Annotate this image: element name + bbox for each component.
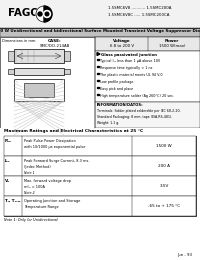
Text: 200 A: 200 A: [158, 164, 170, 168]
Text: Note 2: Note 2: [24, 191, 35, 195]
Text: Maximum Ratings and Electrical Characteristics at 25 °C: Maximum Ratings and Electrical Character…: [4, 129, 143, 133]
Text: Typical I₂ₜ less than 1 μA above 10V: Typical I₂ₜ less than 1 μA above 10V: [100, 59, 160, 63]
Bar: [95, 37, 200, 51]
Bar: [8, 69, 14, 74]
Bar: [95, 51, 200, 102]
Bar: [0, 28, 200, 37]
Text: 1.5SMC6V8C ..... 1.5SMC200CA: 1.5SMC6V8C ..... 1.5SMC200CA: [108, 13, 169, 17]
Text: Peak Pulse Power Dissipation: Peak Pulse Power Dissipation: [24, 139, 76, 143]
Bar: [95, 102, 200, 128]
Text: Max. forward voltage drop: Max. forward voltage drop: [24, 179, 71, 183]
Text: High temperature solder (Ag 260°C) 20 sec.: High temperature solder (Ag 260°C) 20 se…: [100, 94, 174, 98]
Bar: [4, 156, 196, 176]
Bar: [0, 0, 200, 28]
Circle shape: [44, 10, 50, 17]
Text: Dimensions in mm.: Dimensions in mm.: [2, 39, 36, 43]
Text: -65 to + 175 °C: -65 to + 175 °C: [148, 204, 180, 208]
Bar: [64, 51, 70, 61]
Text: 1500 W Unidirectional and bidirectional Surface Mounted Transient Voltage Suppre: 1500 W Unidirectional and bidirectional …: [0, 29, 200, 33]
Text: Terminals: Solder plated solderable per IEC 68-2-20.: Terminals: Solder plated solderable per …: [97, 109, 181, 113]
Text: Peak Forward Surge Current, 8.3 ms.: Peak Forward Surge Current, 8.3 ms.: [24, 159, 90, 163]
Text: The plastic material meets UL 94 V-0: The plastic material meets UL 94 V-0: [100, 73, 162, 77]
Text: INFORMATION/DATOS:: INFORMATION/DATOS:: [97, 103, 144, 107]
Text: Vₑ: Vₑ: [5, 179, 10, 183]
Text: Tⱼ, Tₜₜₘ: Tⱼ, Tₜₜₘ: [5, 199, 21, 203]
Bar: [97, 66, 98, 67]
Text: Low profile package: Low profile package: [100, 80, 134, 84]
Bar: [14, 49, 64, 63]
Bar: [0, 128, 200, 136]
Text: Glass passivated junction: Glass passivated junction: [101, 53, 157, 57]
Polygon shape: [97, 53, 100, 55]
Text: Operating Junction and Storage: Operating Junction and Storage: [24, 199, 80, 203]
Text: 1500 W: 1500 W: [156, 144, 172, 148]
Bar: [4, 136, 196, 216]
Bar: [97, 80, 98, 81]
Bar: [4, 196, 196, 216]
Text: 6.8 to 200 V: 6.8 to 200 V: [110, 44, 134, 48]
Bar: [8, 51, 14, 61]
Text: CASE:: CASE:: [48, 39, 62, 43]
Text: Standard Packaging: 8 mm. tape (EIA-RS-481).: Standard Packaging: 8 mm. tape (EIA-RS-4…: [97, 115, 172, 119]
Text: SMC/DO-214AB: SMC/DO-214AB: [40, 44, 70, 48]
Circle shape: [45, 12, 49, 16]
Bar: [0, 37, 200, 128]
Bar: [4, 136, 196, 156]
Text: 3.5V: 3.5V: [159, 184, 169, 188]
Text: 1500 W(max): 1500 W(max): [159, 44, 185, 48]
Text: Temperature Range: Temperature Range: [24, 205, 59, 209]
Circle shape: [38, 12, 42, 16]
Circle shape: [36, 6, 52, 22]
Bar: [4, 176, 196, 196]
Text: Note 1: Only for Unidirectional: Note 1: Only for Unidirectional: [4, 218, 58, 222]
Text: Iₚₕ: Iₚₕ: [5, 159, 10, 163]
Text: Power: Power: [165, 39, 179, 43]
Text: Pₚₕ: Pₚₕ: [5, 139, 12, 143]
Text: Easy pick and place: Easy pick and place: [100, 87, 133, 91]
Text: mIₘ = 100A: mIₘ = 100A: [24, 185, 45, 189]
Bar: [97, 58, 98, 60]
Bar: [97, 94, 98, 95]
Text: Weight: 1.1 g.: Weight: 1.1 g.: [97, 121, 119, 125]
Bar: [24, 83, 54, 97]
Bar: [97, 87, 98, 88]
Text: Voltage: Voltage: [113, 39, 131, 43]
Bar: [64, 69, 70, 74]
Text: FAGOR: FAGOR: [8, 8, 47, 18]
Text: 1.5SMC6V8 ........... 1.5SMC200A: 1.5SMC6V8 ........... 1.5SMC200A: [108, 6, 171, 10]
Text: with 10/1000 μs exponential pulse: with 10/1000 μs exponential pulse: [24, 145, 85, 149]
Text: (Jedec Method): (Jedec Method): [24, 165, 51, 169]
Polygon shape: [44, 6, 52, 22]
Text: Jun - 93: Jun - 93: [177, 253, 192, 257]
Text: Note 1: Note 1: [24, 171, 35, 175]
Text: Response time typically < 1 ns: Response time typically < 1 ns: [100, 66, 152, 70]
Bar: [14, 68, 64, 75]
Bar: [97, 73, 98, 74]
Bar: [14, 79, 64, 101]
